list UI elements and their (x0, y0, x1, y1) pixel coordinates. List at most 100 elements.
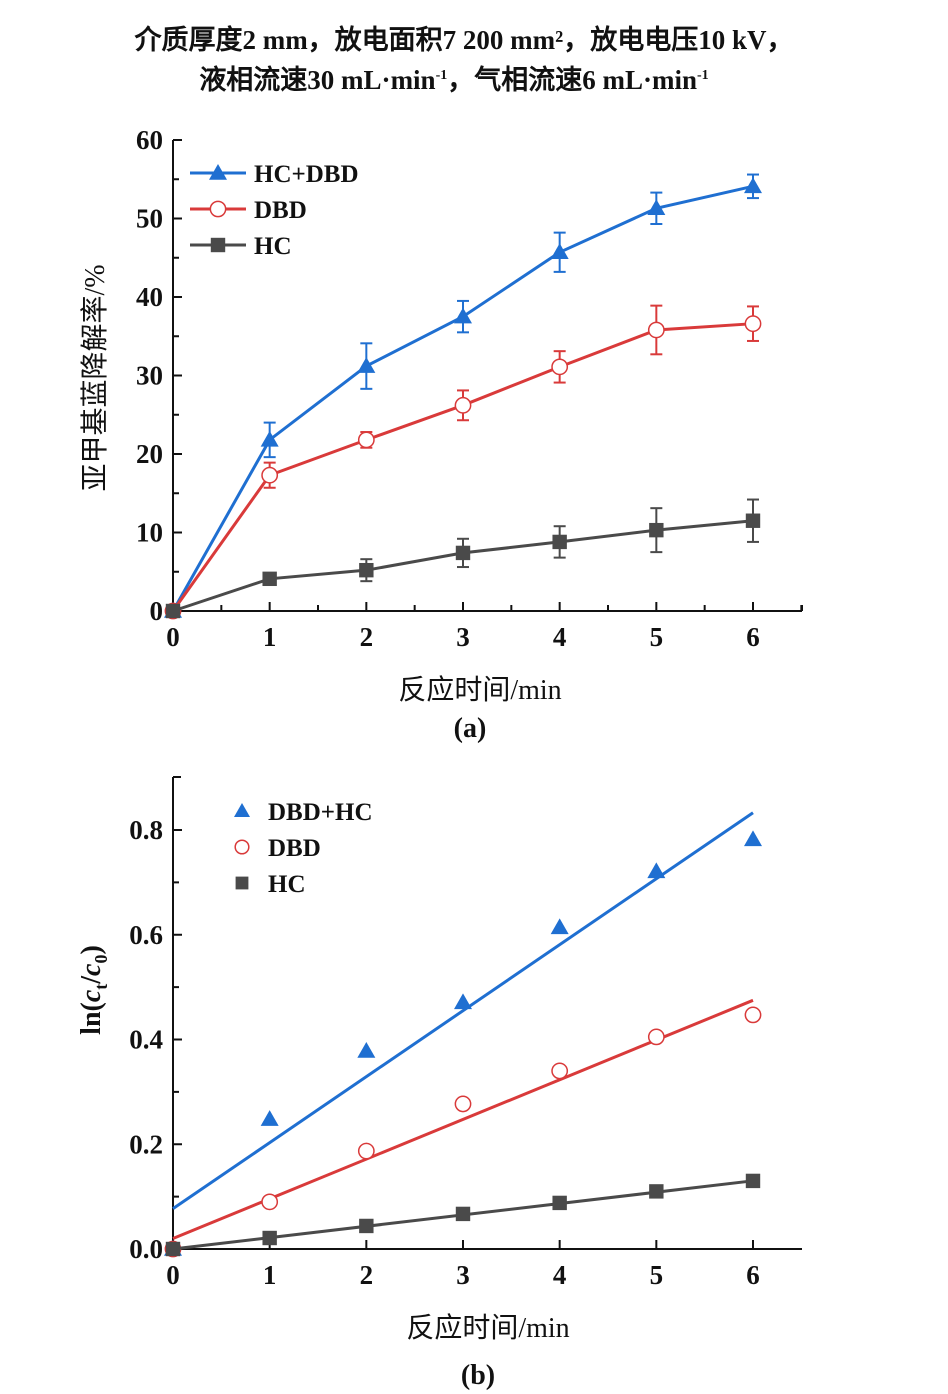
series-hc-square-marker (745, 1173, 761, 1189)
x-tick-label: 1 (263, 622, 277, 652)
x-tick-label: 3 (456, 1260, 470, 1290)
x-tick-label: 4 (553, 622, 567, 652)
ylabel-sub-t: t (91, 984, 111, 990)
series-hc-dbd-triangle-marker (357, 357, 376, 373)
caption-sup: -1 (697, 68, 709, 83)
x-tick-label: 2 (360, 1260, 374, 1290)
y-tick-label: 0.6 (129, 920, 163, 950)
x-tick-label: 6 (746, 622, 760, 652)
chart-b-y-axis-title: ln(ct/c0) (76, 945, 111, 1035)
series-hc-square-marker (455, 545, 471, 561)
series-hc-square-marker (359, 1218, 374, 1234)
figure-caption-line-2: 液相流速30 mL·min-1，气相流速6 mL·min-1 (0, 58, 928, 97)
legend-label: HC (254, 233, 292, 260)
series-dbd-circle-marker (647, 321, 665, 339)
x-tick-label: 2 (360, 622, 374, 652)
series-hc-square-marker (552, 1195, 567, 1211)
series-hc-square-marker (262, 571, 277, 587)
series-dbd-circle-marker (647, 1028, 665, 1046)
series-hc-dbd-triangle-marker (260, 430, 279, 447)
legend-square-marker (235, 876, 249, 890)
series-dbd-circle-marker (744, 1006, 762, 1024)
y-tick-label: 40 (136, 282, 163, 312)
series-dbd-circle-marker (357, 1142, 375, 1160)
ylabel-slash: / (76, 975, 107, 985)
legend-label: DBD+HC (268, 799, 373, 826)
series-dbd-circle-marker (454, 396, 472, 414)
series-hc-square-marker (262, 1230, 277, 1246)
series-dbd-circle-marker (357, 431, 375, 449)
series-hc-dbd (164, 173, 762, 618)
chart-a-x-axis-title: 反应时间/min (398, 674, 561, 706)
y-tick-label: 0.0 (129, 1234, 163, 1264)
series-hc-square-marker (745, 513, 761, 528)
legend-label: HC (268, 871, 306, 898)
series-hc-square-marker (359, 562, 374, 578)
series-dbd (164, 304, 762, 620)
legend-triangle-marker (209, 164, 227, 180)
chart-a-plot-area (164, 173, 762, 620)
series-dbd-fit-line (172, 998, 754, 1240)
legend-label: DBD (254, 197, 307, 224)
chart-a-legend: HC+DBD DBD HC (190, 161, 359, 260)
series-hc-square-marker (649, 1184, 664, 1199)
x-tick-label: 5 (650, 1260, 664, 1290)
legend-label: HC+DBD (254, 161, 359, 188)
series-hc-square-marker (165, 603, 181, 619)
y-tick-label: 0 (150, 596, 164, 626)
series-hc-square-marker (552, 534, 567, 550)
series-dbd-circle-marker (261, 466, 279, 484)
y-tick-label: 60 (136, 125, 163, 155)
series-hc-square-marker (649, 522, 664, 538)
x-tick-label: 0 (166, 622, 180, 652)
series-dbd (164, 998, 762, 1258)
legend-square-marker (210, 237, 226, 253)
y-tick-label: 20 (136, 439, 163, 469)
x-tick-label: 6 (746, 1260, 760, 1290)
series-hc-square-marker (455, 1206, 471, 1222)
series-hc (165, 1173, 761, 1257)
ylabel-ln: ln( (76, 1002, 107, 1035)
series-dbd-circle-marker (454, 1095, 472, 1113)
chart-a-panel-label: (a) (454, 713, 487, 744)
legend-triangle-marker (234, 803, 250, 817)
ylabel-sub-0: 0 (91, 954, 111, 963)
series-dbd-hc-triangle-marker (260, 1110, 279, 1126)
chart-b: 0.0 0.2 0.4 0.6 0.8 0 1 2 3 4 5 6 DBD+HC DBD HC 反应时间/… (76, 776, 802, 1391)
series-hc-dbd-triangle-marker (550, 243, 569, 260)
x-tick-label: 3 (456, 622, 470, 652)
chart-a-y-axis-title: 亚甲基蓝降解率/% (79, 264, 111, 491)
caption-sup: -1 (435, 68, 448, 83)
legend-circle-marker (209, 200, 227, 218)
series-hc-dbd-triangle-marker (454, 307, 472, 324)
y-tick-label: 0.8 (129, 815, 163, 845)
x-tick-label: 1 (263, 1260, 277, 1290)
chart-b-axes: 0.0 0.2 0.4 0.6 0.8 0 1 2 3 4 5 6 (129, 776, 802, 1290)
chart-b-x-axis-title: 反应时间/min (406, 1312, 569, 1344)
series-hc-dbd-triangle-marker (647, 199, 666, 216)
legend-label: DBD (268, 835, 321, 862)
x-tick-label: 0 (166, 1260, 180, 1290)
series-dbd-circle-marker (551, 1062, 569, 1080)
caption-part: 液相流速30 mL·min (199, 65, 436, 95)
y-tick-label: 10 (136, 518, 163, 548)
series-dbd-hc-triangle-marker (454, 993, 472, 1010)
series-hc (165, 498, 761, 619)
x-tick-label: 5 (650, 622, 664, 652)
y-tick-label: 0.4 (129, 1025, 163, 1055)
chart-b-panel-label: (b) (461, 1360, 495, 1391)
ylabel-c: c (76, 963, 107, 976)
chart-a: 0 10 20 30 40 50 60 0 1 2 3 4 5 6 HC+DBD DBD HC 反应时间/mi… (79, 125, 803, 744)
y-tick-label: 0.2 (129, 1129, 163, 1159)
caption-part: ，气相流速6 mL·min (447, 65, 698, 95)
figure-caption-line-1: 介质厚度2 mm，放电面积7 200 mm²，放电电压10 kV， (134, 25, 794, 55)
ylabel-close: ) (76, 945, 107, 954)
x-tick-label: 4 (553, 1260, 567, 1290)
y-tick-label: 30 (136, 361, 163, 391)
series-hc-square-marker (165, 1241, 181, 1257)
y-tick-label: 50 (136, 204, 163, 234)
series-dbd-hc-fit-line (172, 811, 754, 1210)
series-hc-dbd-triangle-marker (744, 177, 762, 194)
ylabel-c: c (76, 989, 107, 1002)
chart-a-axes: 0 10 20 30 40 50 60 0 1 2 3 4 5 6 (136, 125, 803, 652)
